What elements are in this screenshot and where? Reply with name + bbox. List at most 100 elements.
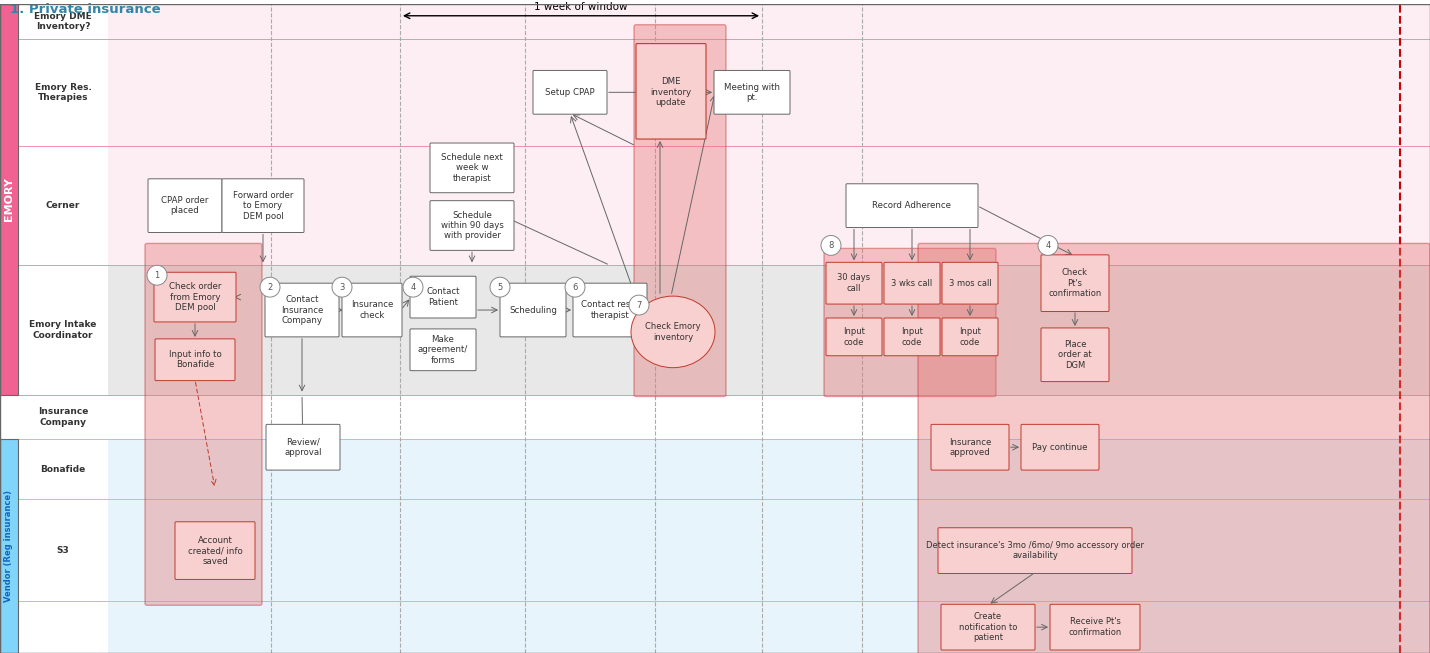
Bar [109, 265, 1430, 394]
FancyBboxPatch shape [1050, 604, 1140, 650]
FancyBboxPatch shape [533, 71, 606, 114]
FancyBboxPatch shape [884, 318, 940, 356]
Text: Insurance
check: Insurance check [350, 300, 393, 320]
Text: Emory Intake
Coordinator: Emory Intake Coordinator [29, 320, 97, 340]
Text: Cerner: Cerner [46, 201, 80, 210]
FancyBboxPatch shape [942, 318, 998, 356]
FancyBboxPatch shape [430, 143, 513, 193]
FancyBboxPatch shape [342, 283, 402, 337]
Text: Contact resp.
therapist: Contact resp. therapist [581, 300, 639, 320]
Bar [109, 4, 1430, 394]
FancyBboxPatch shape [410, 276, 476, 318]
Text: Contact
Patient: Contact Patient [426, 287, 460, 307]
Text: S3: S3 [57, 546, 70, 554]
Text: Detect insurance's 3mo /6mo/ 9mo accessory order
availability: Detect insurance's 3mo /6mo/ 9mo accesso… [927, 541, 1144, 560]
Bar [0, 439, 19, 653]
Text: 7: 7 [636, 300, 642, 310]
Text: Check order
from Emory
DEM pool: Check order from Emory DEM pool [169, 282, 222, 312]
FancyBboxPatch shape [942, 263, 998, 304]
FancyBboxPatch shape [500, 283, 566, 337]
Text: Emory Res.
Therapies: Emory Res. Therapies [34, 83, 92, 102]
Text: Receive Pt's
confirmation: Receive Pt's confirmation [1068, 618, 1121, 637]
Text: Check
Pt's
confirmation: Check Pt's confirmation [1048, 268, 1101, 298]
FancyBboxPatch shape [266, 424, 340, 470]
Circle shape [821, 236, 841, 255]
Text: Forward order
to Emory
DEM pool: Forward order to Emory DEM pool [233, 191, 293, 221]
Text: Vendor (Reg insurance): Vendor (Reg insurance) [4, 490, 13, 602]
FancyBboxPatch shape [918, 244, 1430, 653]
Bar [109, 439, 1430, 653]
Text: Setup CPAP: Setup CPAP [545, 88, 595, 97]
FancyBboxPatch shape [154, 272, 236, 322]
Circle shape [1038, 236, 1058, 255]
FancyBboxPatch shape [1041, 255, 1110, 311]
Text: EMORY: EMORY [4, 177, 14, 221]
Text: 4: 4 [1045, 241, 1051, 250]
FancyBboxPatch shape [222, 179, 305, 232]
FancyBboxPatch shape [573, 283, 646, 337]
Text: Emory DME
Inventory?: Emory DME Inventory? [34, 12, 92, 31]
Circle shape [260, 278, 280, 297]
Text: Schedule next
week w
therapist: Schedule next week w therapist [440, 153, 503, 183]
Text: 4: 4 [410, 283, 416, 292]
Text: 3 wks call: 3 wks call [891, 279, 932, 288]
FancyBboxPatch shape [931, 424, 1010, 470]
Text: 3: 3 [339, 283, 345, 292]
Text: Create
notification to
patient: Create notification to patient [958, 613, 1017, 642]
Text: Input info to
Bonafide: Input info to Bonafide [169, 350, 222, 370]
Text: Input
code: Input code [960, 327, 981, 347]
FancyBboxPatch shape [410, 329, 476, 371]
Circle shape [147, 265, 167, 285]
FancyBboxPatch shape [827, 318, 882, 356]
Circle shape [403, 278, 423, 297]
Text: 1: 1 [154, 271, 160, 279]
Text: Input
code: Input code [901, 327, 922, 347]
FancyBboxPatch shape [1041, 328, 1110, 381]
FancyBboxPatch shape [824, 248, 997, 396]
FancyBboxPatch shape [265, 283, 339, 337]
Text: 1 week of window: 1 week of window [535, 2, 628, 12]
FancyBboxPatch shape [847, 183, 978, 227]
Text: Insurance
approved: Insurance approved [950, 438, 991, 457]
FancyBboxPatch shape [714, 71, 789, 114]
Text: Account
created/ info
saved: Account created/ info saved [187, 535, 242, 565]
Text: 8: 8 [828, 241, 834, 250]
Text: Place
order at
DGM: Place order at DGM [1058, 340, 1093, 370]
Text: Make
agreement/
forms: Make agreement/ forms [418, 335, 468, 364]
Text: 2: 2 [267, 283, 273, 292]
Text: 5: 5 [498, 283, 502, 292]
FancyBboxPatch shape [633, 25, 726, 396]
FancyBboxPatch shape [884, 263, 940, 304]
Text: Contact
Insurance
Company: Contact Insurance Company [280, 295, 323, 325]
Text: 3 mos call: 3 mos call [948, 279, 991, 288]
Text: Schedule
within 90 days
with provider: Schedule within 90 days with provider [440, 211, 503, 240]
Circle shape [629, 295, 649, 315]
Text: Pay continue: Pay continue [1032, 443, 1088, 452]
Ellipse shape [631, 296, 715, 368]
FancyBboxPatch shape [174, 522, 255, 579]
Bar [0, 4, 19, 394]
FancyBboxPatch shape [147, 179, 222, 232]
Text: CPAP order
placed: CPAP order placed [162, 196, 209, 215]
FancyBboxPatch shape [1021, 424, 1100, 470]
Text: DME
inventory
update: DME inventory update [651, 78, 692, 107]
Text: 30 days
call: 30 days call [838, 274, 871, 293]
Text: 6: 6 [572, 283, 578, 292]
Text: Check Emory
inventory: Check Emory inventory [645, 322, 701, 342]
Text: Review/
approval: Review/ approval [285, 438, 322, 457]
FancyBboxPatch shape [827, 263, 882, 304]
Circle shape [565, 278, 585, 297]
Circle shape [490, 278, 511, 297]
FancyBboxPatch shape [144, 244, 262, 605]
Text: Bonafide: Bonafide [40, 464, 86, 473]
FancyBboxPatch shape [938, 528, 1133, 573]
Circle shape [332, 278, 352, 297]
Text: Input
code: Input code [844, 327, 865, 347]
Text: Meeting with
pt.: Meeting with pt. [724, 83, 779, 102]
FancyBboxPatch shape [941, 604, 1035, 650]
FancyBboxPatch shape [430, 200, 513, 250]
Text: 1. Private insurance: 1. Private insurance [10, 3, 160, 16]
FancyBboxPatch shape [636, 44, 706, 139]
Text: Scheduling: Scheduling [509, 306, 556, 315]
FancyBboxPatch shape [154, 339, 235, 381]
